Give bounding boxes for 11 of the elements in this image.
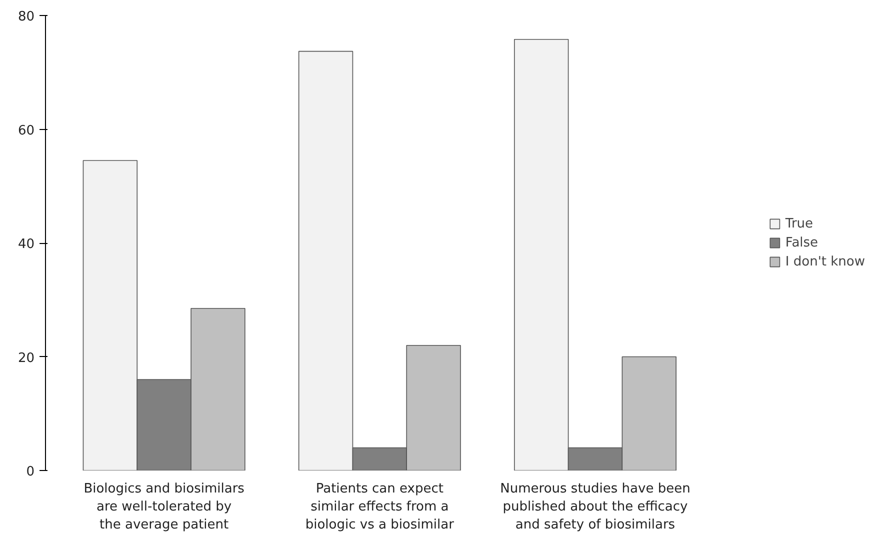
legend-label: True [785, 216, 814, 231]
y-tick-label: 80 [18, 10, 35, 24]
y-tick-label: 0 [26, 464, 35, 480]
y-tick-label: 20 [18, 350, 35, 366]
y-tick-label: 60 [18, 123, 35, 138]
legend-label: False [785, 235, 818, 250]
legend-label: I don't know [785, 254, 865, 269]
y-tick-label: 40 [18, 237, 35, 252]
x-tick-label: Numerous studies have been published about the efficacy and safety of biosimilars [500, 482, 690, 532]
x-tick-label: Biologics and biosimilars are well-tolerated by the average patient [84, 482, 245, 532]
x-tick-label: Patients can expect similar effects from a biologic vs a biosimilar [305, 482, 455, 532]
